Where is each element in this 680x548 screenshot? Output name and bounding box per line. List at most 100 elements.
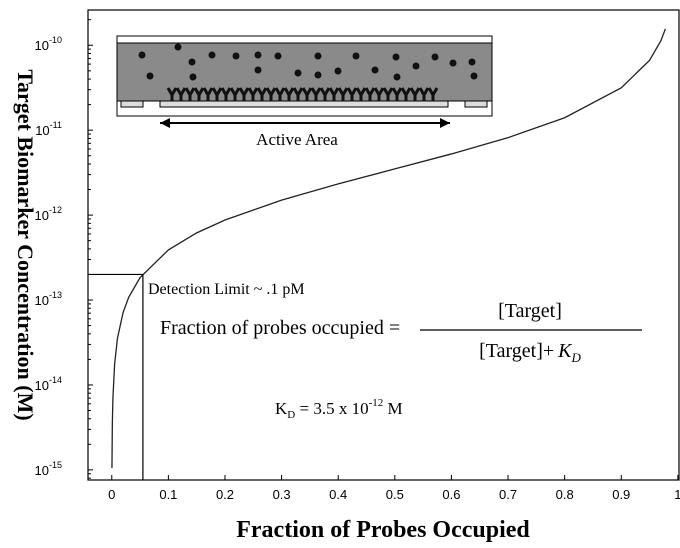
- kd-text: = 3.5 x 10: [295, 399, 368, 418]
- formula-k: K: [557, 340, 573, 362]
- inset-probe: [211, 87, 223, 101]
- formula-left: Fraction of probes occupied =: [160, 317, 400, 339]
- inset-probe: [166, 87, 178, 101]
- inset-dot: [449, 59, 457, 67]
- y-tick-label: 10-14: [35, 375, 62, 393]
- inset-label: Active Area: [256, 130, 338, 149]
- inset-dot: [254, 51, 262, 59]
- inset-dot: [188, 58, 196, 66]
- inset-probe: [382, 87, 394, 101]
- inset-probe: [283, 87, 295, 101]
- inset-probe: [418, 87, 430, 101]
- y-tick-label: 10-10: [35, 35, 62, 53]
- data-line: [111, 28, 667, 469]
- inset-dot: [470, 72, 478, 80]
- kd-note: KD = 3.5 x 10-12 M: [275, 397, 403, 421]
- y-tick-label: 10-13: [35, 290, 62, 308]
- inset-probe: [355, 87, 367, 101]
- inset-dot: [138, 51, 146, 59]
- y-tick-label: 10-15: [35, 460, 62, 478]
- y-tick-base: 10: [35, 123, 49, 138]
- inset-dot: [146, 72, 154, 80]
- formula-denominator-text: [Target]+: [479, 340, 554, 362]
- y-tick-exponent: -12: [49, 205, 62, 215]
- y-tick-label: 10-12: [35, 205, 62, 223]
- x-tick-label: 1: [674, 487, 680, 502]
- y-axis-label: Target Biomarker Concentration (M): [13, 69, 38, 420]
- inset-probe: [265, 87, 277, 101]
- inset-dot: [334, 67, 342, 75]
- inset-probe: [301, 87, 313, 101]
- inset-probe: [319, 87, 331, 101]
- y-tick-base: 10: [35, 378, 49, 393]
- y-tick-base: 10: [35, 293, 49, 308]
- y-tick-exponent: -11: [50, 120, 62, 130]
- inset-probe: [229, 87, 241, 101]
- x-tick-label: 0.9: [612, 487, 630, 502]
- inset-probe: [247, 87, 259, 101]
- y-tick-label: 10-11: [35, 120, 62, 138]
- inset-probe: [409, 87, 421, 101]
- inset-probe: [238, 87, 250, 101]
- x-tick-label: 0.6: [442, 487, 460, 502]
- kd-exp: -12: [369, 397, 384, 409]
- inset-dot: [274, 52, 282, 60]
- inset-dot: [189, 73, 197, 81]
- x-tick-label: 0.8: [556, 487, 574, 502]
- x-axis-label: Fraction of Probes Occupied: [236, 517, 530, 543]
- inset-dot: [174, 43, 182, 51]
- inset-probe: [220, 87, 232, 101]
- inset-probe: [175, 87, 187, 101]
- inset-electrode: [464, 100, 488, 108]
- inset-probe: [427, 87, 439, 101]
- inset-electrode: [159, 100, 449, 108]
- y-tick-base: 10: [35, 208, 49, 223]
- inset-probe: [292, 87, 304, 101]
- inset-electrode: [120, 100, 144, 108]
- inset-probe: [184, 87, 196, 101]
- formula-denominator: [Target]+ KD: [479, 340, 581, 365]
- inset-dot: [232, 52, 240, 60]
- plot-frame: [87, 9, 680, 481]
- detection-label: Detection Limit ~ .1 pM: [148, 281, 305, 298]
- x-tick-label: 0.4: [329, 487, 347, 502]
- inset-probe: [310, 87, 322, 101]
- inset-probe: [202, 87, 214, 101]
- inset-probe: [373, 87, 385, 101]
- y-tick-exponent: -14: [49, 375, 62, 385]
- inset-dot: [208, 51, 216, 59]
- inset-probe: [346, 87, 358, 101]
- inset-dot: [294, 69, 302, 77]
- x-tick-label: 0.7: [499, 487, 517, 502]
- x-tick-label: 0.5: [386, 487, 404, 502]
- inset-probe: [256, 87, 268, 101]
- x-tick-label: 0.3: [273, 487, 291, 502]
- inset-diagram: Active Area: [116, 35, 493, 149]
- y-tick-exponent: -13: [49, 290, 62, 300]
- inset-probe: [400, 87, 412, 101]
- inset-dot: [412, 62, 420, 70]
- inset-probe: [391, 87, 403, 101]
- inset-dot: [352, 52, 360, 60]
- inset-dot: [314, 52, 322, 60]
- kd-unit: M: [383, 399, 402, 418]
- x-tick-label: 0: [108, 487, 115, 502]
- inset-probe: [328, 87, 340, 101]
- x-tick-label: 0.1: [159, 487, 177, 502]
- y-tick-base: 10: [35, 38, 49, 53]
- inset-dot: [392, 53, 400, 61]
- y-tick-exponent: -15: [49, 460, 62, 470]
- formula-k-sub: D: [570, 350, 581, 365]
- x-tick-label: 0.2: [216, 487, 234, 502]
- formula-numerator: [Target]: [498, 300, 562, 322]
- kd-sub: D: [287, 409, 295, 421]
- y-tick-exponent: -10: [49, 35, 62, 45]
- inset-dot: [431, 53, 439, 61]
- inset-probe: [274, 87, 286, 101]
- inset-dot: [254, 66, 262, 74]
- inset-probe: [193, 87, 205, 101]
- kd-k: K: [275, 399, 288, 418]
- inset-dot: [393, 73, 401, 81]
- inset-probe: [337, 87, 349, 101]
